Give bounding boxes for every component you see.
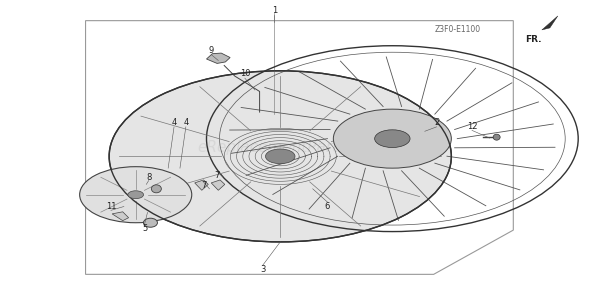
Ellipse shape	[128, 191, 143, 199]
Text: FR.: FR.	[526, 35, 542, 45]
Ellipse shape	[152, 185, 161, 193]
Polygon shape	[206, 53, 230, 63]
Polygon shape	[211, 180, 225, 190]
Polygon shape	[112, 212, 129, 221]
Ellipse shape	[143, 218, 158, 227]
Text: 2: 2	[434, 118, 439, 127]
Text: 6: 6	[324, 202, 330, 211]
Ellipse shape	[266, 149, 295, 164]
Text: 1: 1	[272, 6, 277, 15]
Text: 4: 4	[172, 118, 176, 127]
Text: 3: 3	[260, 266, 266, 274]
Polygon shape	[542, 16, 558, 30]
Text: 10: 10	[240, 69, 250, 78]
Ellipse shape	[109, 71, 451, 242]
Text: 7: 7	[214, 171, 220, 180]
Text: eReplacementParts: eReplacementParts	[197, 140, 346, 155]
Ellipse shape	[375, 130, 410, 148]
Ellipse shape	[333, 109, 451, 168]
Text: 4: 4	[183, 118, 188, 127]
Text: 11: 11	[106, 202, 116, 211]
Ellipse shape	[80, 167, 192, 223]
Text: 7: 7	[201, 181, 206, 190]
Polygon shape	[195, 180, 208, 190]
Text: 5: 5	[142, 224, 147, 233]
Text: 12: 12	[467, 122, 477, 131]
Ellipse shape	[493, 134, 500, 140]
Text: 8: 8	[146, 173, 152, 181]
Text: 9: 9	[209, 46, 214, 55]
Text: Z3F0-E1100: Z3F0-E1100	[434, 25, 480, 34]
